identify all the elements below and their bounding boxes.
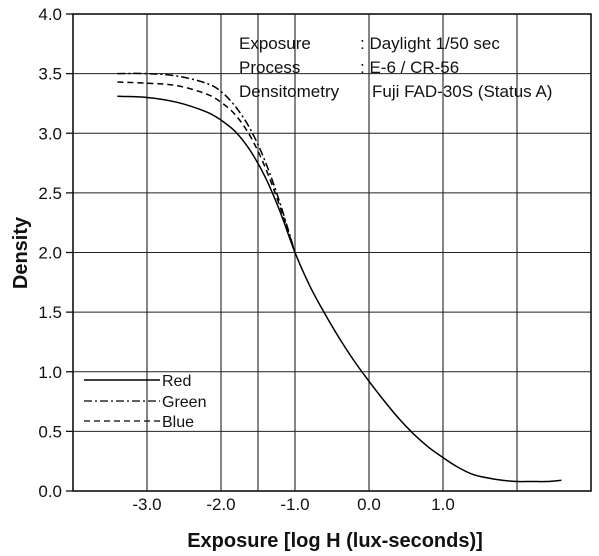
y-tick-label-4: 2.0 <box>38 244 62 263</box>
series-line-red <box>117 95 562 483</box>
annotation-key-exposure: Exposure <box>239 34 311 53</box>
x-tick-label-4: 1.0 <box>431 495 455 514</box>
y-tick-label-3: 1.5 <box>38 303 62 322</box>
annotation-key-densitometry: Densitometry <box>239 82 340 101</box>
legend-label-red: Red <box>162 373 191 390</box>
y-axis-title: Density <box>10 216 32 289</box>
y-tick-label-0: 0.0 <box>38 482 62 501</box>
legend-label-blue: Blue <box>162 414 194 431</box>
series-line-blue <box>117 81 296 253</box>
tick-labels: 0.0 0.5 1.0 1.5 2.0 2.5 3.0 3.5 4.0 -3.0 -2.0 -1.0 0… <box>38 5 454 514</box>
curves <box>117 72 562 483</box>
legend: Red Green Blue <box>84 373 206 431</box>
x-tick-label-1: -2.0 <box>206 495 235 514</box>
series-line-green <box>117 72 296 253</box>
x-tick-label-2: -1.0 <box>280 495 309 514</box>
y-tick-label-7: 3.5 <box>38 65 62 84</box>
y-tick-label-6: 3.0 <box>38 124 62 143</box>
x-axis-title: Exposure [log H (lux-seconds)] <box>187 530 483 552</box>
y-tick-label-2: 1.0 <box>38 363 62 382</box>
x-tick-label-0: -3.0 <box>132 495 161 514</box>
annotation-box: Exposure : Daylight 1/50 sec Process : E… <box>239 34 552 101</box>
annotation-value-process: : E-6 / CR-56 <box>360 58 459 77</box>
annotation-value-densitometry: Fuji FAD-30S (Status A) <box>372 82 552 101</box>
legend-label-green: Green <box>162 394 206 411</box>
x-tick-label-3: 0.0 <box>357 495 381 514</box>
annotation-key-process: Process <box>239 58 300 77</box>
annotation-value-exposure: : Daylight 1/50 sec <box>360 34 500 53</box>
y-tick-label-5: 2.5 <box>38 184 62 203</box>
y-tick-label-8: 4.0 <box>38 5 62 24</box>
y-tick-label-1: 0.5 <box>38 422 62 441</box>
